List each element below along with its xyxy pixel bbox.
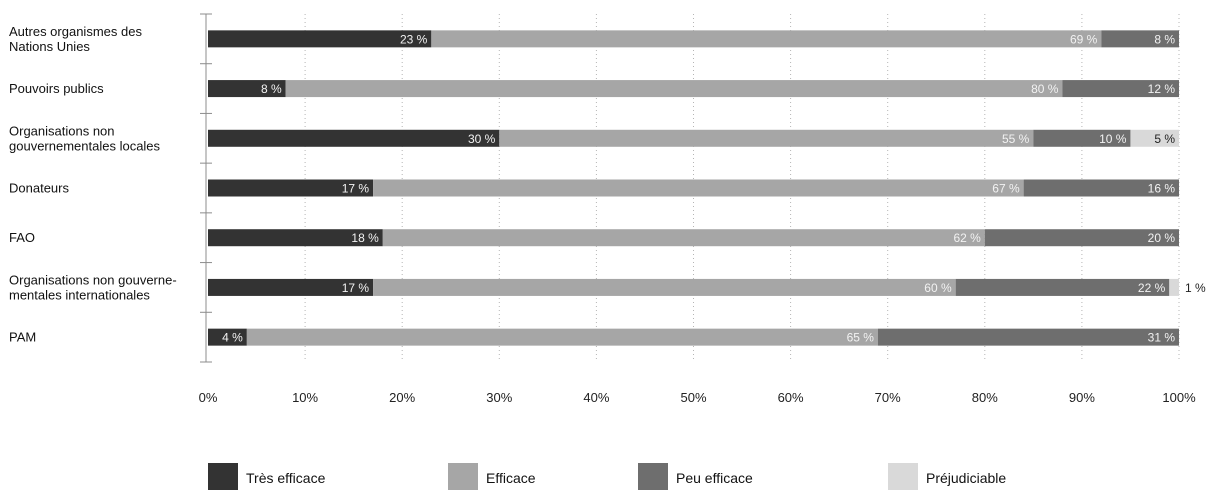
legend-swatch xyxy=(638,463,668,490)
x-tick-label: 100% xyxy=(1162,390,1196,405)
bar-segment xyxy=(208,30,432,48)
bar-segment xyxy=(1169,278,1179,296)
category-label-line: Autres organismes des xyxy=(9,24,142,39)
category-label-line: Organisations non gouverne- xyxy=(9,272,177,287)
data-label: 69 % xyxy=(1070,32,1098,46)
data-label: 1 % xyxy=(1185,281,1206,295)
legend-item: Très efficace xyxy=(208,463,326,490)
data-label: 62 % xyxy=(953,231,981,245)
bar-segment xyxy=(208,129,500,147)
x-tick-label: 80% xyxy=(972,390,998,405)
bar-row: 17 % 60 % 22 % 1 % xyxy=(208,278,1206,296)
category-labels: Autres organismes des Nations Unies Pouvoi… xyxy=(9,24,177,345)
legend-label: Peu efficace xyxy=(676,470,753,486)
x-tick-label: 10% xyxy=(292,390,318,405)
x-tick-label: 60% xyxy=(778,390,804,405)
bar-segment xyxy=(208,278,374,296)
data-label: 22 % xyxy=(1138,281,1166,295)
x-axis-tick-labels: 0% 10% 20% 30% 40% 50% 60% 70% 80% 90% 100% xyxy=(199,390,1196,405)
category-label-line: Donateurs xyxy=(9,181,69,196)
data-label: 8 % xyxy=(261,82,282,96)
bar-segment xyxy=(1023,179,1179,197)
bar-row: 23 % 69 % 8 % xyxy=(208,30,1179,48)
category-label-line: gouvernementales locales xyxy=(9,138,161,153)
data-label: 17 % xyxy=(342,281,370,295)
legend: Très efficace Efficace Peu efficace Préjudi… xyxy=(208,463,1006,490)
bar-segment xyxy=(208,229,383,247)
legend-label: Très efficace xyxy=(246,470,326,486)
category-label-line: Pouvoirs publics xyxy=(9,81,104,96)
data-label: 67 % xyxy=(992,182,1020,196)
legend-item: Efficace xyxy=(448,463,536,490)
legend-swatch xyxy=(448,463,478,490)
legend-label: Efficace xyxy=(486,470,536,486)
bar-segment xyxy=(1033,129,1131,147)
x-tick-label: 50% xyxy=(680,390,706,405)
data-label: 65 % xyxy=(847,331,875,345)
bar-segment xyxy=(208,328,247,346)
category-label-line: mentales internationales xyxy=(9,287,150,302)
category-label: PAM xyxy=(9,330,36,345)
data-label: 12 % xyxy=(1148,82,1176,96)
category-label-line: PAM xyxy=(9,330,36,345)
data-label: 20 % xyxy=(1148,231,1176,245)
category-label: Autres organismes des Nations Unies xyxy=(9,24,142,54)
bar-segment xyxy=(1130,129,1179,147)
bar-segment xyxy=(1062,80,1179,98)
x-tick-label: 40% xyxy=(583,390,609,405)
category-label: Pouvoirs publics xyxy=(9,81,104,96)
category-label-line: Nations Unies xyxy=(9,39,90,54)
x-tick-label: 30% xyxy=(486,390,512,405)
bar-segment xyxy=(955,278,1170,296)
data-label: 80 % xyxy=(1031,82,1059,96)
bar-row: 30 % 55 % 10 % 5 % xyxy=(208,129,1179,147)
category-label: Organisations non gouvernementales locale… xyxy=(9,123,161,153)
bar-row: 4 % 65 % 31 % xyxy=(208,328,1179,346)
legend-item: Peu efficace xyxy=(638,463,753,490)
x-tick-label: 90% xyxy=(1069,390,1095,405)
bar-segment xyxy=(382,229,985,247)
bar-segment xyxy=(208,179,374,197)
legend-swatch xyxy=(888,463,918,490)
bar-segment xyxy=(208,80,286,98)
x-tick-label: 0% xyxy=(199,390,218,405)
data-label: 10 % xyxy=(1099,132,1127,146)
legend-label: Préjudiciable xyxy=(926,470,1006,486)
bar-segment xyxy=(246,328,878,346)
category-label: Organisations non gouverne-mentales inte… xyxy=(9,272,177,302)
legend-swatch xyxy=(208,463,238,490)
bar-segment xyxy=(373,179,1024,197)
bar-segment xyxy=(1101,30,1179,48)
bars: 23 % 69 % 8 % 8 % 80 % 12 % 30 % 55 % 10 % 5 % 17 … xyxy=(208,30,1206,346)
bar-segment xyxy=(499,129,1034,147)
bar-segment xyxy=(373,278,956,296)
bar-row: 8 % 80 % 12 % xyxy=(208,80,1179,98)
data-label: 55 % xyxy=(1002,132,1030,146)
data-label: 60 % xyxy=(924,281,952,295)
bar-segment xyxy=(877,328,1179,346)
data-label: 16 % xyxy=(1148,182,1176,196)
data-label: 18 % xyxy=(351,231,379,245)
data-label: 8 % xyxy=(1154,32,1175,46)
bar-segment xyxy=(285,80,1063,98)
category-label-line: FAO xyxy=(9,230,35,245)
data-label: 4 % xyxy=(222,331,243,345)
data-label: 30 % xyxy=(468,132,496,146)
legend-item: Préjudiciable xyxy=(888,463,1006,490)
data-label: 23 % xyxy=(400,32,428,46)
bar-row: 18 % 62 % 20 % xyxy=(208,229,1179,247)
data-label: 31 % xyxy=(1148,331,1176,345)
category-label: FAO xyxy=(9,230,35,245)
category-label: Donateurs xyxy=(9,181,69,196)
data-label: 5 % xyxy=(1154,132,1175,146)
x-tick-label: 70% xyxy=(875,390,901,405)
category-label-line: Organisations non xyxy=(9,123,115,138)
bar-row: 17 % 67 % 16 % xyxy=(208,179,1179,197)
x-tick-label: 20% xyxy=(389,390,415,405)
data-label: 17 % xyxy=(342,182,370,196)
bar-segment xyxy=(984,229,1179,247)
category-axis xyxy=(200,13,212,363)
bar-segment xyxy=(431,30,1102,48)
